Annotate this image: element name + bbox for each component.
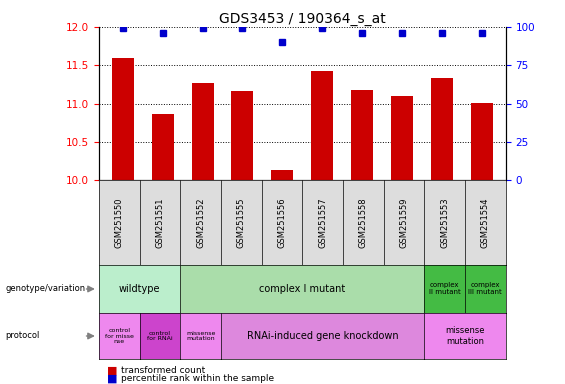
Text: missense
mutation: missense mutation (186, 331, 215, 341)
Bar (271, 170, 293, 180)
Bar (152, 114, 173, 180)
Text: missense
mutation: missense mutation (445, 326, 485, 346)
Text: percentile rank within the sample: percentile rank within the sample (121, 374, 275, 383)
Text: ■: ■ (107, 366, 118, 376)
Bar (471, 103, 493, 180)
Text: transformed count: transformed count (121, 366, 206, 375)
Text: GSM251554: GSM251554 (481, 197, 490, 248)
Text: GSM251552: GSM251552 (196, 197, 205, 248)
Text: RNAi-induced gene knockdown: RNAi-induced gene knockdown (247, 331, 398, 341)
Text: complex I mutant: complex I mutant (259, 284, 345, 294)
Text: GSM251553: GSM251553 (440, 197, 449, 248)
Text: GSM251557: GSM251557 (318, 197, 327, 248)
Text: genotype/variation: genotype/variation (6, 285, 86, 293)
Text: GSM251551: GSM251551 (155, 197, 164, 248)
Title: GDS3453 / 190364_s_at: GDS3453 / 190364_s_at (219, 12, 386, 26)
Bar (431, 78, 453, 180)
Bar (391, 96, 413, 180)
Text: GSM251556: GSM251556 (277, 197, 286, 248)
Bar (311, 71, 333, 180)
Text: GSM251559: GSM251559 (399, 197, 408, 248)
Bar (192, 83, 214, 180)
Bar (232, 91, 254, 180)
Bar (112, 58, 134, 180)
Text: control
for misse
nse: control for misse nse (105, 328, 134, 344)
Text: protocol: protocol (6, 331, 40, 341)
Text: GSM251555: GSM251555 (237, 197, 246, 248)
Text: ■: ■ (107, 373, 118, 383)
Text: complex
III mutant: complex III mutant (468, 283, 502, 295)
Text: GSM251558: GSM251558 (359, 197, 368, 248)
Text: wildtype: wildtype (119, 284, 160, 294)
Text: complex
II mutant: complex II mutant (429, 283, 460, 295)
Text: control
for RNAi: control for RNAi (147, 331, 173, 341)
Text: GSM251550: GSM251550 (115, 197, 124, 248)
Bar (351, 90, 373, 180)
